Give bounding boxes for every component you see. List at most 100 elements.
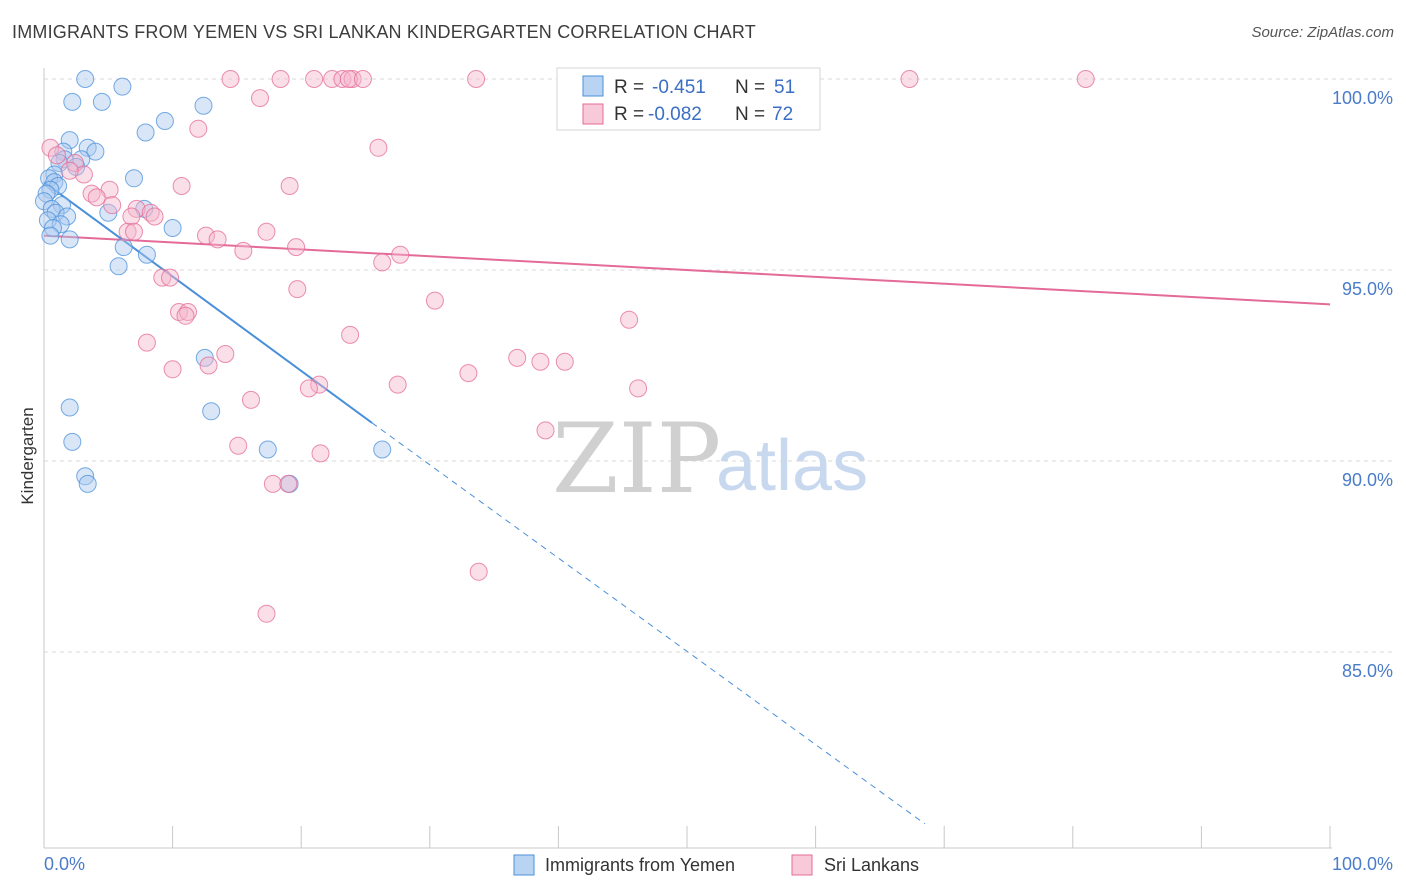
y-tick-label: 95.0% xyxy=(1342,279,1393,299)
data-point-srilankan xyxy=(125,222,143,241)
data-point-srilankan xyxy=(137,333,156,352)
data-point-srilankan xyxy=(199,356,218,375)
series-legend-label-yemen: Immigrants from Yemen xyxy=(545,855,735,875)
data-point-srilankan xyxy=(122,207,141,226)
data-point-yemen xyxy=(373,440,392,459)
data-point-srilankan xyxy=(425,291,444,310)
data-point-yemen xyxy=(92,92,111,111)
y-tick-label: 100.0% xyxy=(1332,88,1393,108)
data-point-yemen xyxy=(60,131,79,150)
data-point-srilankan xyxy=(341,325,360,344)
data-point-srilankan xyxy=(221,70,240,88)
data-point-srilankan xyxy=(531,352,550,371)
data-point-srilankan xyxy=(257,604,276,623)
data-point-yemen xyxy=(137,245,156,264)
data-point-srilankan xyxy=(74,165,93,184)
data-point-yemen xyxy=(113,77,132,96)
legend-r-value: -0.451 xyxy=(652,77,706,98)
data-point-srilankan xyxy=(216,345,235,363)
series-legend-swatch-blue xyxy=(513,854,535,876)
data-point-srilankan xyxy=(41,138,60,157)
data-point-srilankan xyxy=(469,562,488,581)
data-point-yemen xyxy=(114,238,133,257)
data-point-srilankan xyxy=(508,348,527,367)
legend-n-label: N = xyxy=(735,104,765,125)
chart-title: IMMIGRANTS FROM YEMEN VS SRI LANKAN KIND… xyxy=(12,22,756,42)
data-point-srilankan xyxy=(208,230,227,249)
data-point-yemen xyxy=(78,474,97,493)
data-point-yemen xyxy=(53,196,71,215)
data-point-srilankan xyxy=(271,70,290,88)
x-tick-label-min: 0.0% xyxy=(44,854,85,874)
data-point-yemen xyxy=(155,112,174,130)
data-point-srilankan xyxy=(47,146,66,165)
data-point-srilankan xyxy=(145,207,164,226)
y-axis-label: Kindergarten xyxy=(18,407,37,504)
data-point-yemen xyxy=(63,92,82,111)
legend-swatch-pink xyxy=(582,103,604,125)
series-legend: Immigrants from Yemen Sri Lankans xyxy=(513,854,919,876)
data-point-srilankan xyxy=(287,238,306,257)
data-point-srilankan xyxy=(288,280,307,299)
legend-n-value: 72 xyxy=(772,104,793,125)
data-point-yemen xyxy=(46,203,65,222)
legend-n-value: 51 xyxy=(774,77,795,98)
x-tick-labels: 0.0% 100.0% xyxy=(44,854,1393,874)
data-point-srilankan xyxy=(536,421,555,440)
watermark: ZIP atlas xyxy=(552,403,868,515)
data-point-srilankan xyxy=(339,70,358,88)
data-point-srilankan xyxy=(467,70,486,88)
data-point-srilankan xyxy=(103,196,122,215)
trend-line-srilankan xyxy=(43,234,1331,306)
data-point-srilankan xyxy=(279,474,298,493)
data-point-srilankan xyxy=(257,222,276,241)
data-point-srilankan xyxy=(280,177,299,195)
data-point-yemen xyxy=(194,96,213,115)
data-point-yemen xyxy=(50,154,69,172)
data-point-srilankan xyxy=(353,70,372,88)
data-point-srilankan xyxy=(305,70,324,88)
data-point-yemen xyxy=(35,192,53,211)
series-legend-swatch-pink xyxy=(791,854,813,876)
chart-source: Source: ZipAtlas.com xyxy=(1251,24,1394,41)
data-point-srilankan xyxy=(118,222,137,241)
trend-lines xyxy=(43,181,1331,825)
watermark-zip: ZIP xyxy=(552,403,721,515)
y-tick-labels: 100.0% 95.0% 90.0% 85.0% xyxy=(1332,88,1393,681)
data-point-srilankan xyxy=(176,306,195,325)
data-point-srilankan xyxy=(373,253,392,272)
data-point-srilankan xyxy=(172,177,191,195)
data-point-srilankan xyxy=(343,70,362,88)
data-point-srilankan xyxy=(310,375,329,394)
data-point-srilankan xyxy=(369,138,388,157)
y-tick-label: 90.0% xyxy=(1342,470,1393,490)
data-point-srilankan xyxy=(1076,70,1095,88)
legend-swatch-blue xyxy=(582,75,604,97)
y-tick-label: 85.0% xyxy=(1342,661,1393,681)
data-point-yemen xyxy=(76,467,95,486)
series-legend-label-srilankans: Sri Lankans xyxy=(824,855,919,875)
data-point-yemen xyxy=(60,230,79,249)
data-point-srilankan xyxy=(87,188,106,207)
data-point-srilankan xyxy=(900,70,919,88)
data-point-yemen xyxy=(63,432,82,451)
data-point-yemen xyxy=(136,123,155,142)
data-point-srilankan xyxy=(189,119,208,138)
watermark-atlas: atlas xyxy=(716,426,868,506)
data-point-yemen xyxy=(86,142,105,161)
data-point-srilankan xyxy=(620,310,639,329)
trend-line-yemen xyxy=(43,181,373,424)
legend-r-value: -0.082 xyxy=(648,104,702,125)
legend-n-label: N = xyxy=(735,77,765,98)
axes xyxy=(43,68,1332,849)
data-point-srilankan xyxy=(153,268,172,287)
data-point-yemen xyxy=(202,402,221,421)
legend-r-label: R = xyxy=(614,77,644,98)
data-point-srilankan xyxy=(311,444,330,463)
data-point-srilankan xyxy=(242,390,260,409)
scatter-points xyxy=(35,70,1095,623)
data-point-srilankan xyxy=(161,268,179,287)
trend-line-yemen-extension xyxy=(371,422,926,825)
data-point-srilankan xyxy=(163,360,182,379)
